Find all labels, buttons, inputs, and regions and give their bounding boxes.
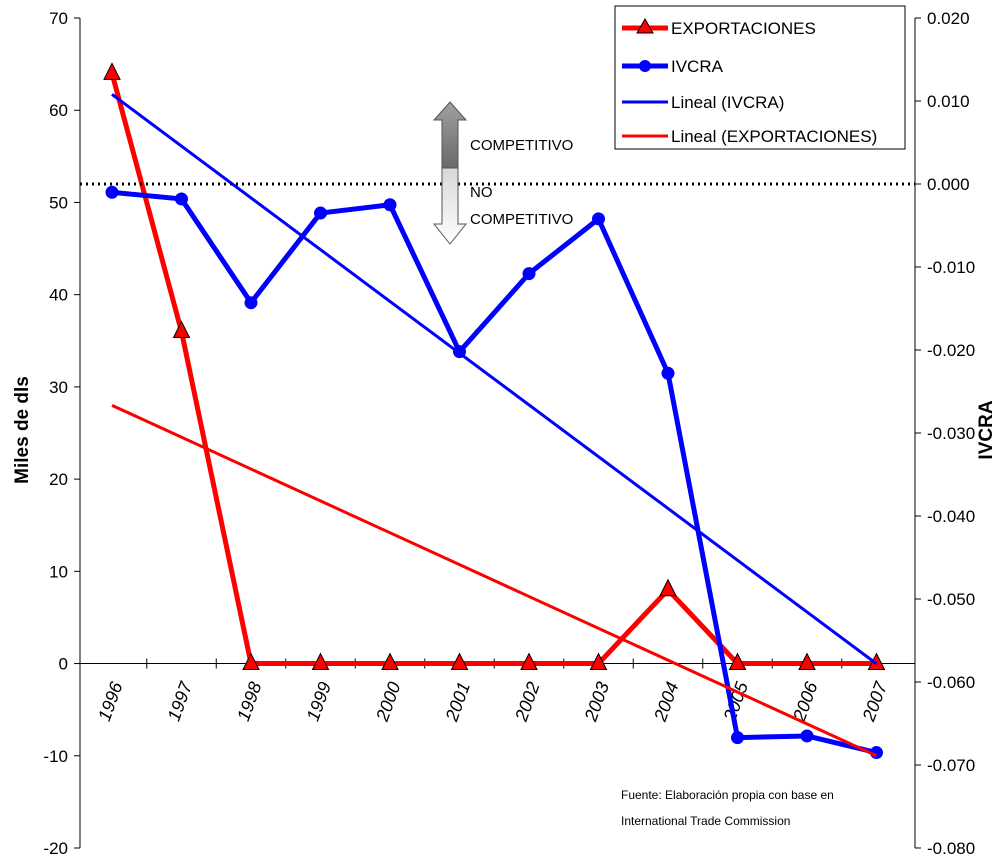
data-point-ivcra <box>105 185 119 199</box>
left-tick-label: 20 <box>49 470 68 489</box>
data-point-exportaciones <box>311 652 330 671</box>
left-tick-label: 0 <box>59 655 68 674</box>
right-tick-label: -0.060 <box>927 673 975 692</box>
data-point-exportaciones <box>172 320 191 339</box>
right-tick-label: 0.000 <box>927 175 970 194</box>
not-label: NO <box>470 184 493 201</box>
data-point-ivcra <box>244 296 258 310</box>
axes: -20 -10 0 10 20 30 40 50 60 70 Miles de dls -0.080 -… <box>12 9 997 858</box>
data-point-ivcra <box>800 729 814 743</box>
series-line-ivcra <box>111 189 878 755</box>
data-point-ivcra <box>314 206 327 220</box>
right-tick-label: 0.020 <box>927 9 970 28</box>
source-note-line-1: Fuente: Elaboración propia con base en <box>621 788 834 802</box>
data-point-exportaciones <box>659 578 677 597</box>
category-tick-label: 2002 <box>511 679 544 724</box>
category-tick-label: 2004 <box>650 679 683 724</box>
trendline-ivcra <box>111 93 878 665</box>
left-tick-label: 70 <box>49 9 68 28</box>
legend: EXPORTACIONES IVCRA Lineal (IVCRA) Lineal (… <box>614 5 906 150</box>
legend-label: Lineal (EXPORTACIONES) <box>671 127 877 146</box>
category-tick-label: 1998 <box>233 679 265 723</box>
left-tick-label: 60 <box>49 101 68 120</box>
competitive-label: COMPETITIVO <box>470 137 573 154</box>
source-note-line-2: International Trade Commission <box>621 814 790 828</box>
category-tick-label: 1996 <box>94 678 127 723</box>
right-axis-label: IVCRA <box>976 400 997 459</box>
data-point-exportaciones <box>103 62 121 80</box>
data-point-exportaciones <box>589 652 608 671</box>
annotation-layer: COMPETITIVO NO COMPETITIVO Fuente: Elaborac… <box>80 101 915 828</box>
trendline-exportaciones <box>111 403 878 758</box>
data-point-ivcra <box>522 267 536 281</box>
right-tick-label: -0.050 <box>927 590 975 609</box>
data-point-ivcra <box>592 212 605 226</box>
data-point-exportaciones <box>450 652 469 671</box>
category-tick-label: 2001 <box>441 679 474 724</box>
category-tick-label: 1999 <box>303 679 335 723</box>
legend-circle-marker <box>639 60 651 72</box>
data-point-exportaciones <box>520 652 538 671</box>
arrow-up-icon <box>432 101 468 169</box>
category-tick-label: 2007 <box>858 678 891 724</box>
left-tick-label: 30 <box>49 378 68 397</box>
data-point-exportaciones <box>728 652 747 671</box>
data-point-ivcra <box>383 198 397 212</box>
legend-label: EXPORTACIONES <box>671 19 816 38</box>
series-line-exportaciones <box>109 72 877 667</box>
series-layer <box>103 62 886 760</box>
left-tick-label: -10 <box>43 747 68 766</box>
right-tick-label: -0.070 <box>927 756 975 775</box>
arrow-down-icon <box>432 167 468 245</box>
not-competitive-label: COMPETITIVO <box>470 211 573 228</box>
category-tick-label: 1997 <box>164 678 197 723</box>
data-point-exportaciones <box>242 652 260 671</box>
right-tick-label: -0.040 <box>927 507 975 526</box>
right-tick-label: -0.010 <box>927 258 975 277</box>
left-tick-label: 10 <box>49 562 68 581</box>
data-point-ivcra <box>175 192 188 206</box>
data-point-exportaciones <box>798 652 816 671</box>
legend-label: IVCRA <box>671 57 724 76</box>
right-tick-label: -0.030 <box>927 424 975 443</box>
left-tick-label: 40 <box>49 286 68 305</box>
right-tick-label: -0.020 <box>927 341 975 360</box>
data-point-exportaciones <box>381 652 399 671</box>
left-tick-label: 50 <box>49 193 68 212</box>
right-tick-label: -0.080 <box>927 839 975 858</box>
data-point-ivcra <box>731 731 744 745</box>
right-tick-label: 0.010 <box>927 92 970 111</box>
legend-label: Lineal (IVCRA) <box>671 93 784 112</box>
category-tick-label: 2000 <box>372 679 405 724</box>
category-tick-label: 2003 <box>580 679 613 724</box>
data-point-ivcra <box>661 366 675 380</box>
left-axis-label: Miles de dls <box>12 376 33 484</box>
left-tick-label: -20 <box>43 839 68 858</box>
legend-triangle-marker <box>636 17 654 34</box>
